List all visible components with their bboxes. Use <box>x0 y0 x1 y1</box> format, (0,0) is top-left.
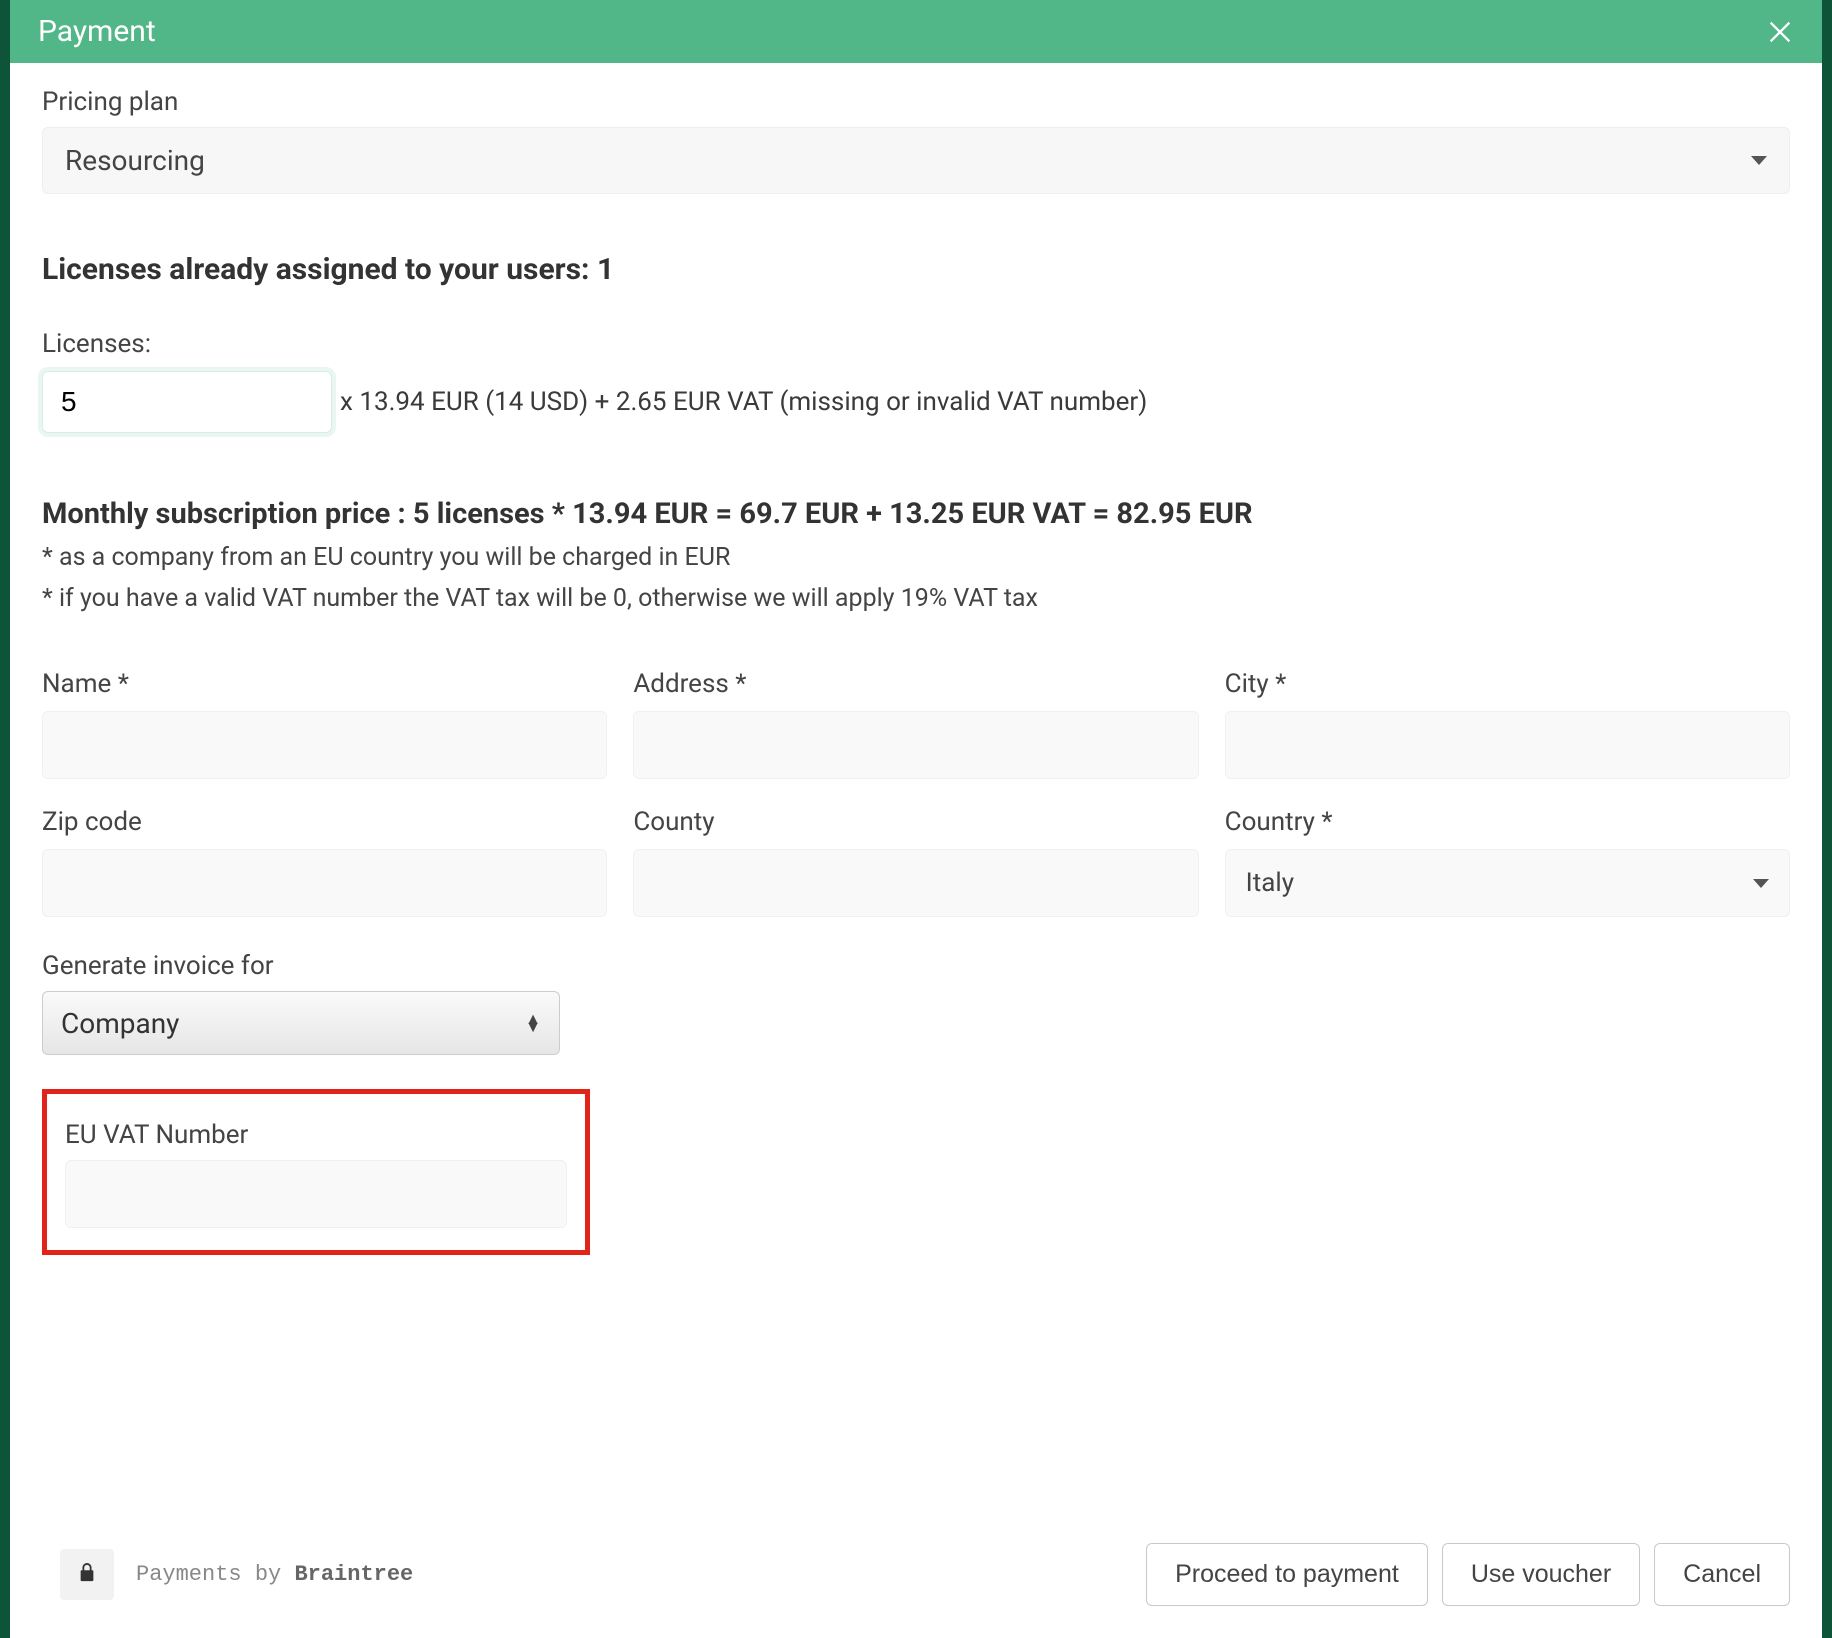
invoice-label: Generate invoice for <box>42 951 1790 981</box>
price-summary: Monthly subscription price : 5 licenses … <box>42 497 1790 531</box>
pricing-plan-selected: Resourcing <box>65 144 205 177</box>
lock-icon <box>60 1549 114 1600</box>
cancel-button[interactable]: Cancel <box>1654 1543 1790 1606</box>
braintree-badge: Payments by Braintree <box>60 1549 413 1600</box>
licenses-input[interactable] <box>42 371 332 433</box>
caret-down-icon <box>1751 156 1767 165</box>
licenses-label: Licenses: <box>42 329 1790 359</box>
pricing-plan-dropdown[interactable]: Resourcing <box>42 127 1790 194</box>
braintree-brand: Braintree <box>294 1562 413 1587</box>
payment-modal: Payment Pricing plan Resourcing Licenses… <box>10 0 1822 1638</box>
city-input[interactable] <box>1225 711 1790 779</box>
pricing-plan-label: Pricing plan <box>42 87 1790 117</box>
country-selected: Italy <box>1246 868 1294 898</box>
city-label: City * <box>1225 669 1790 699</box>
invoice-selected: Company <box>61 1007 179 1040</box>
country-select[interactable]: Italy <box>1225 849 1790 917</box>
modal-footer: Payments by Braintree Proceed to payment… <box>10 1523 1822 1638</box>
proceed-button[interactable]: Proceed to payment <box>1146 1543 1428 1606</box>
name-input[interactable] <box>42 711 607 779</box>
vat-highlight-box: EU VAT Number <box>42 1089 590 1255</box>
vat-label: EU VAT Number <box>65 1120 567 1150</box>
invoice-select[interactable]: Company ▲▼ <box>42 991 560 1055</box>
name-label: Name * <box>42 669 607 699</box>
caret-down-icon <box>1753 879 1769 888</box>
licenses-price-suffix: x 13.94 EUR (14 USD) + 2.65 EUR VAT (mis… <box>340 387 1147 417</box>
voucher-button[interactable]: Use voucher <box>1442 1543 1640 1606</box>
vat-input[interactable] <box>65 1160 567 1228</box>
payments-by-text: Payments by <box>136 1562 294 1587</box>
note-vat: * if you have a valid VAT number the VAT… <box>42 584 1790 613</box>
note-eur: * as a company from an EU country you wi… <box>42 543 1790 572</box>
billing-form: Name * Address * City * Zip code County … <box>42 669 1790 917</box>
licenses-assigned-text: Licenses already assigned to your users:… <box>42 252 1790 287</box>
address-input[interactable] <box>633 711 1198 779</box>
modal-body: Pricing plan Resourcing Licenses already… <box>10 63 1822 1523</box>
close-icon[interactable] <box>1766 18 1794 46</box>
country-label: Country * <box>1225 807 1790 837</box>
modal-title: Payment <box>38 14 156 49</box>
zip-label: Zip code <box>42 807 607 837</box>
county-label: County <box>633 807 1198 837</box>
zip-input[interactable] <box>42 849 607 917</box>
updown-icon: ▲▼ <box>525 1015 541 1031</box>
county-input[interactable] <box>633 849 1198 917</box>
address-label: Address * <box>633 669 1198 699</box>
modal-header: Payment <box>10 0 1822 63</box>
